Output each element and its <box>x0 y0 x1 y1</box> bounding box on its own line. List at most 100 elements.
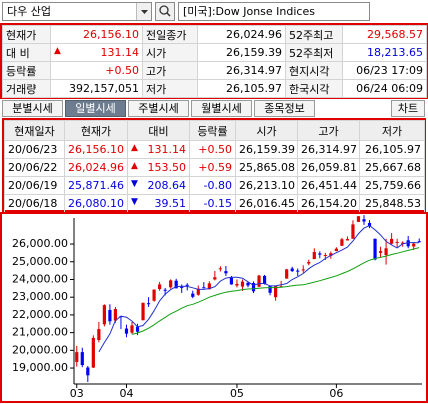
search-icon <box>159 5 171 17</box>
candle-body <box>240 281 245 287</box>
tab[interactable]: 종목정보 <box>254 100 315 117</box>
arrow-icon <box>141 10 148 14</box>
value-text: 26,024.96 <box>68 161 124 174</box>
candle-body <box>312 252 316 260</box>
value-cell: +0.50 <box>50 61 143 80</box>
candle-body <box>213 277 217 280</box>
label-cell: 52주최저 <box>285 43 343 62</box>
candle-body <box>218 268 222 270</box>
value-cell: 25,848.53 <box>359 194 425 213</box>
column-header: 고가 <box>297 120 360 141</box>
tab[interactable]: 분별시세 <box>2 100 63 117</box>
candle-body <box>229 277 234 285</box>
value-cell: 26,024.96 <box>197 25 286 44</box>
value-text: 208.64 <box>147 179 187 192</box>
value-cell: 25,871.46 <box>64 176 128 195</box>
candle-body <box>257 275 261 287</box>
y-tick-label: 20,000.00 <box>12 343 68 356</box>
candle-body <box>285 269 289 279</box>
quote-panel: 현재가 26,156.10 전일종가 26,024.96 52주최고 29,568.57 대… <box>0 23 428 99</box>
y-tick-label: 19,000.00 <box>12 361 68 374</box>
value-cell: 26,016.45 <box>235 194 298 213</box>
candle-body <box>207 283 211 290</box>
change-arrow: ▲ <box>54 46 61 56</box>
candle-body <box>268 286 272 293</box>
candle-body <box>124 328 129 334</box>
candle-body <box>246 282 250 286</box>
value-cell: 26,213.10 <box>235 176 298 195</box>
value-text: +0.59 <box>198 161 232 174</box>
tab[interactable]: 월별시세 <box>191 100 252 117</box>
value-text: 131.14 <box>100 46 140 59</box>
x-tick-label: 03 <box>70 387 84 400</box>
column-header: 저가 <box>359 120 425 141</box>
value-cell: ▼ 39.51 <box>127 194 190 213</box>
candle-body <box>185 284 189 286</box>
candle-body <box>75 352 79 363</box>
label-cell: 52주최고 <box>285 25 343 44</box>
y-tick-label: 25,000.00 <box>12 255 68 268</box>
value-cell: 26,451.44 <box>297 176 360 195</box>
candle-body <box>202 287 206 289</box>
candle-body <box>323 255 327 257</box>
tab[interactable]: 일별시세 <box>65 100 126 117</box>
quote-row: 현재가 26,156.10 전일종가 26,024.96 52주최고 29,568.57 <box>2 25 427 44</box>
chart-button[interactable]: 차트 <box>391 100 425 117</box>
candle-body <box>169 280 173 288</box>
value-cell: 25,865.08 <box>235 158 298 177</box>
candle-body <box>141 302 145 321</box>
value-text: 131.14 <box>147 143 187 156</box>
label-cell: 시가 <box>142 43 198 62</box>
value-cell: 29,568.57 <box>342 25 427 44</box>
candle-body <box>334 248 338 252</box>
value-text: 26,080.10 <box>68 197 124 210</box>
value-cell: 26,105.97 <box>359 140 425 159</box>
candle-body <box>91 337 95 368</box>
daily-row: 20/06/23 26,156.10 ▲ 131.14 +0.50 26,159.39 26… <box>4 140 425 159</box>
change-arrow: ▼ <box>131 197 138 207</box>
candle-body <box>251 283 256 292</box>
value-text: +0.50 <box>105 64 139 77</box>
candle-body <box>378 251 383 253</box>
candle-body <box>373 238 377 260</box>
value-cell: 25,667.68 <box>359 158 425 177</box>
value-cell: -0.15 <box>189 194 236 213</box>
value-cell: 26,159.39 <box>235 140 298 159</box>
label-cell: 고가 <box>142 61 198 80</box>
value-cell: ▲ 131.14 <box>50 43 143 62</box>
dropdown-arrow[interactable] <box>136 3 151 20</box>
value-cell: 26,156.10 <box>50 25 143 44</box>
value-cell: 26,105.97 <box>197 79 286 98</box>
symbol-select[interactable]: 다우 산업 <box>2 2 152 21</box>
value-cell: 26,080.10 <box>64 194 128 213</box>
value-cell: 26,156.10 <box>64 140 128 159</box>
label-cell: 대 비 <box>2 43 51 62</box>
column-header: 등락률 <box>189 120 236 141</box>
label-cell: 저가 <box>142 79 198 98</box>
tab[interactable]: 주별시세 <box>128 100 189 117</box>
label-cell: 현재가 <box>2 25 51 44</box>
label-cell: 한국시각 <box>285 79 343 98</box>
candle-body <box>296 270 300 272</box>
label-cell: 현지시각 <box>285 61 343 80</box>
candle-body <box>163 289 167 291</box>
candle-body <box>86 367 90 376</box>
column-header: 대비 <box>127 120 190 141</box>
value-cell: 26,059.81 <box>297 158 360 177</box>
candle-body <box>307 261 311 264</box>
value-cell: 20/06/23 <box>4 140 65 159</box>
candle-body <box>301 269 305 271</box>
candle-body <box>146 303 151 305</box>
y-tick-label: 26,000.00 <box>12 237 68 250</box>
candle-body <box>279 286 283 288</box>
candle-body <box>384 248 388 256</box>
column-header: 현재가 <box>64 120 128 141</box>
chart-panel: 19,000.00 20,000.00 21,000.00 22,000.00 23,0… <box>0 212 428 403</box>
value-cell: 26,024.96 <box>64 158 128 177</box>
candle-body <box>135 326 140 332</box>
candle-body <box>196 288 200 295</box>
candle-body <box>174 280 178 289</box>
candle-body <box>262 275 267 284</box>
search-button[interactable] <box>155 2 175 21</box>
